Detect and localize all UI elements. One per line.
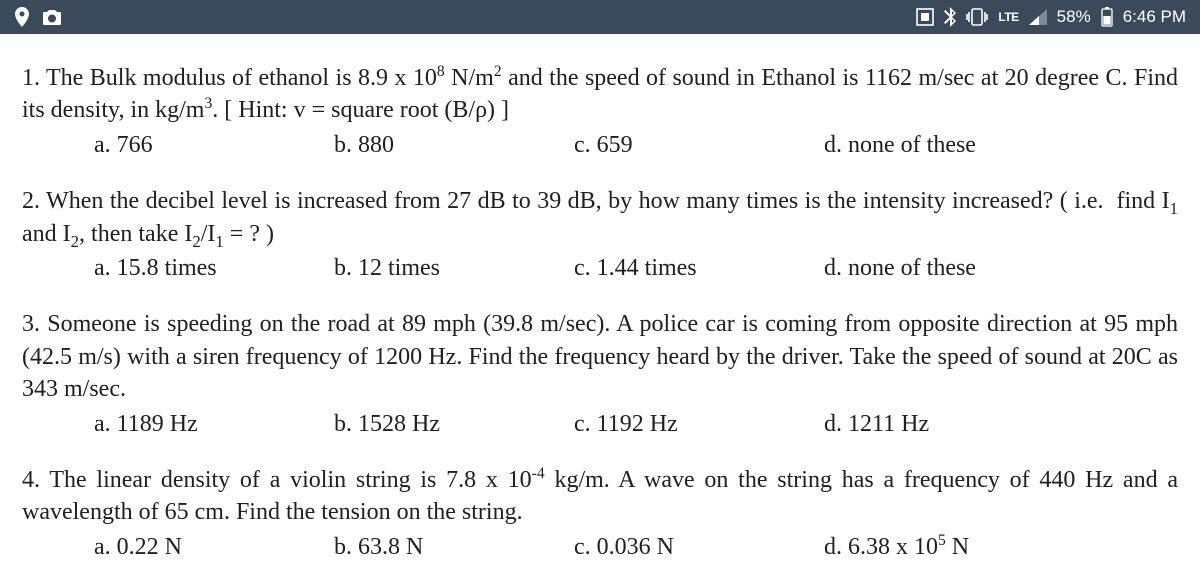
status-left [14,7,62,27]
options-row: a. 15.8 times b. 12 times c. 1.44 times … [22,252,1178,284]
question-4: 4. The linear density of a violin string… [22,464,1178,563]
question-number: 2. [22,188,40,214]
question-1: 1. The Bulk modulus of ethanol is 8.9 x … [22,62,1178,161]
option-d: d. none of these [824,129,1178,161]
option-b: b. 1528 Hz [334,408,574,440]
location-icon [14,7,30,27]
question-number: 1. [22,65,40,91]
question-text: 1. The Bulk modulus of ethanol is 8.9 x … [22,62,1178,127]
option-b: b. 12 times [334,252,574,284]
question-body: The Bulk modulus of ethanol is 8.9 x 108… [22,65,1178,123]
document-page: 1. The Bulk modulus of ethanol is 8.9 x … [0,34,1200,563]
option-d: d. none of these [824,252,1178,284]
option-a: a. 766 [94,129,334,161]
options-row: a. 1189 Hz b. 1528 Hz c. 1192 Hz d. 1211… [22,408,1178,440]
bluetooth-icon [944,7,956,27]
option-a: a. 0.22 N [94,531,334,563]
question-number: 3. [22,311,40,337]
battery-pct: 58% [1057,7,1091,27]
lte-label: LTE [998,10,1018,24]
option-b: b. 63.8 N [334,531,574,563]
vibrate-icon [966,8,988,26]
question-text: 2. When the decibel level is increased f… [22,185,1178,250]
question-body: When the decibel level is increased from… [22,188,1178,246]
option-c: c. 0.036 N [574,531,824,563]
clock: 6:46 PM [1123,7,1186,27]
option-b: b. 880 [334,129,574,161]
option-c: c. 1.44 times [574,252,824,284]
question-text: 3. Someone is speeding on the road at 89… [22,308,1178,405]
option-c: c. 659 [574,129,824,161]
question-body: Someone is speeding on the road at 89 mp… [22,311,1178,402]
option-a: a. 15.8 times [94,252,334,284]
question-2: 2. When the decibel level is increased f… [22,185,1178,284]
signal-icon [1029,9,1047,25]
option-a: a. 1189 Hz [94,408,334,440]
question-number: 4. [22,467,40,493]
screenshot-icon [916,8,934,26]
option-d: d. 1211 Hz [824,408,1178,440]
android-status-bar: LTE 58% 6:46 PM [0,0,1200,34]
options-row: a. 0.22 N b. 63.8 N c. 0.036 N d. 6.38 x… [22,531,1178,563]
option-c: c. 1192 Hz [574,408,824,440]
question-3: 3. Someone is speeding on the road at 89… [22,308,1178,440]
option-d: d. 6.38 x 105 N [824,531,1178,563]
battery-icon [1101,7,1113,27]
question-text: 4. The linear density of a violin string… [22,464,1178,529]
options-row: a. 766 b. 880 c. 659 d. none of these [22,129,1178,161]
status-right: LTE 58% 6:46 PM [916,7,1186,27]
camera-icon [42,8,62,26]
question-body: The linear density of a violin string is… [22,467,1178,525]
